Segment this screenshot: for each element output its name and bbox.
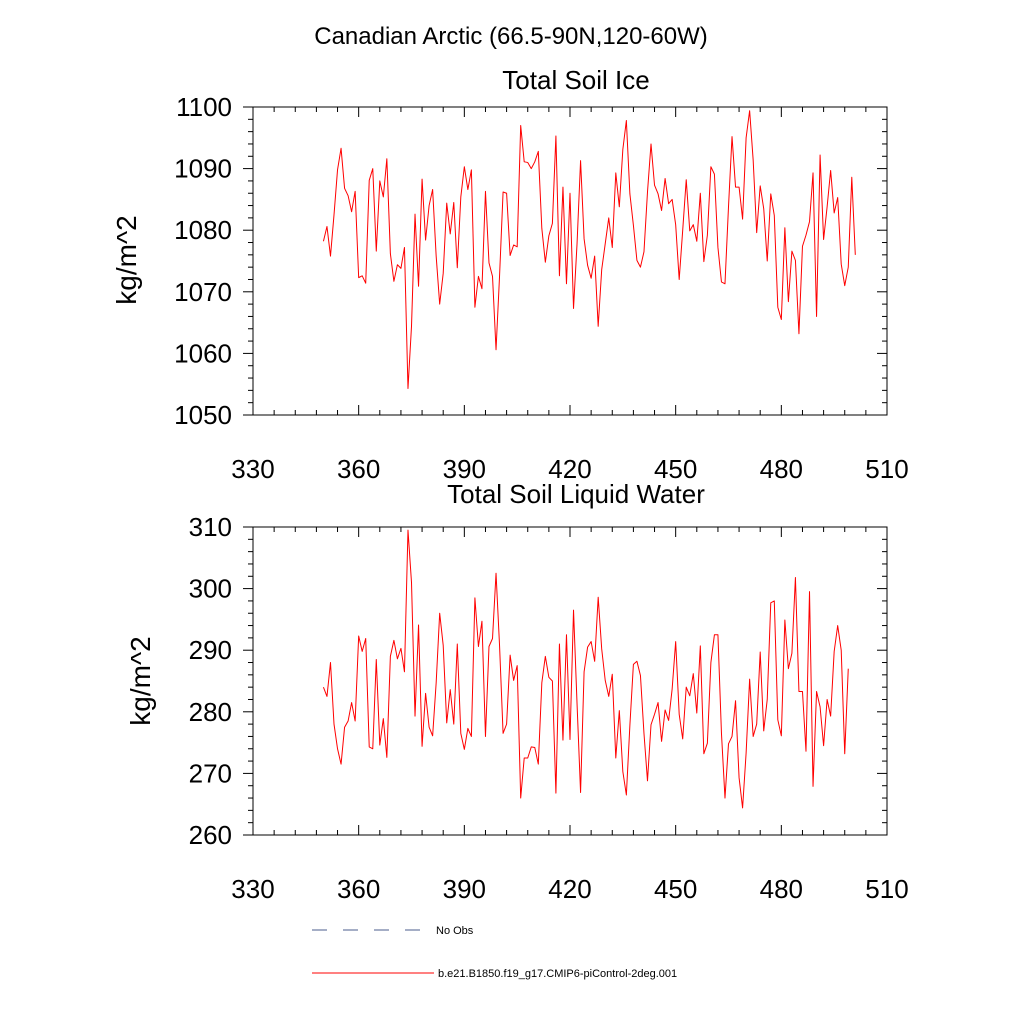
figure-suptitle: Canadian Arctic (66.5-90N,120-60W) — [314, 23, 708, 50]
y-tick-label: 270 — [189, 758, 232, 788]
x-tick-label: 480 — [760, 874, 803, 904]
x-tick-label: 390 — [443, 874, 486, 904]
y-tick-label: 1050 — [174, 400, 232, 430]
x-tick-label: 420 — [548, 454, 591, 484]
y-tick-label: 260 — [189, 820, 232, 850]
plot-frame — [252, 106, 888, 416]
axis-ticks — [243, 106, 888, 416]
legend-label-no-obs: No Obs — [436, 925, 474, 937]
y-tick-label: 1070 — [174, 277, 232, 307]
y-axis-label: kg/m^2 — [111, 215, 142, 304]
series-line — [322, 529, 849, 809]
axis-ticks — [243, 526, 888, 836]
y-tick-label: 310 — [189, 512, 232, 542]
x-tick-label: 360 — [337, 874, 380, 904]
plot-frame — [252, 526, 888, 836]
legend-label-model: b.e21.B1850.f19_g17.CMIP6-piControl-2deg… — [438, 968, 677, 980]
y-tick-label: 1090 — [174, 154, 232, 184]
series-layer — [322, 110, 856, 390]
panel-total-soil-ice: Total Soil Ice kg/m^2 330 360 390 420 450 480… — [111, 65, 909, 484]
y-tick-label: 1060 — [174, 338, 232, 368]
y-tick-label: 280 — [189, 697, 232, 727]
y-tick-label: 1100 — [176, 92, 232, 122]
series-line — [322, 110, 856, 390]
legend: No Obs b.e21.B1850.f19_g17.CMIP6-piContr… — [312, 925, 677, 980]
panel-total-soil-liquid-water: Total Soil Liquid Water kg/m^2 330 360 390… — [125, 479, 909, 904]
tick-labels: 330 360 390 420 450 480 510 260 270 280 290 300 310 — [189, 512, 909, 904]
x-tick-label: 330 — [231, 454, 274, 484]
x-tick-label: 480 — [760, 454, 803, 484]
x-tick-label: 510 — [865, 874, 908, 904]
x-tick-label: 420 — [548, 874, 591, 904]
panel-title: Total Soil Liquid Water — [447, 479, 705, 509]
series-layer — [322, 529, 849, 809]
x-tick-label: 450 — [654, 454, 697, 484]
y-tick-label: 300 — [189, 574, 232, 604]
y-axis-label: kg/m^2 — [125, 636, 156, 725]
x-tick-label: 450 — [654, 874, 697, 904]
x-tick-label: 360 — [337, 454, 380, 484]
tick-labels: 330 360 390 420 450 480 510 1050 1060 1070 1080 109… — [174, 92, 909, 484]
x-tick-label: 390 — [443, 454, 486, 484]
y-tick-label: 1080 — [174, 215, 232, 245]
panel-title: Total Soil Ice — [502, 65, 649, 95]
x-tick-label: 510 — [865, 454, 908, 484]
x-tick-label: 330 — [231, 874, 274, 904]
y-tick-label: 290 — [189, 635, 232, 665]
